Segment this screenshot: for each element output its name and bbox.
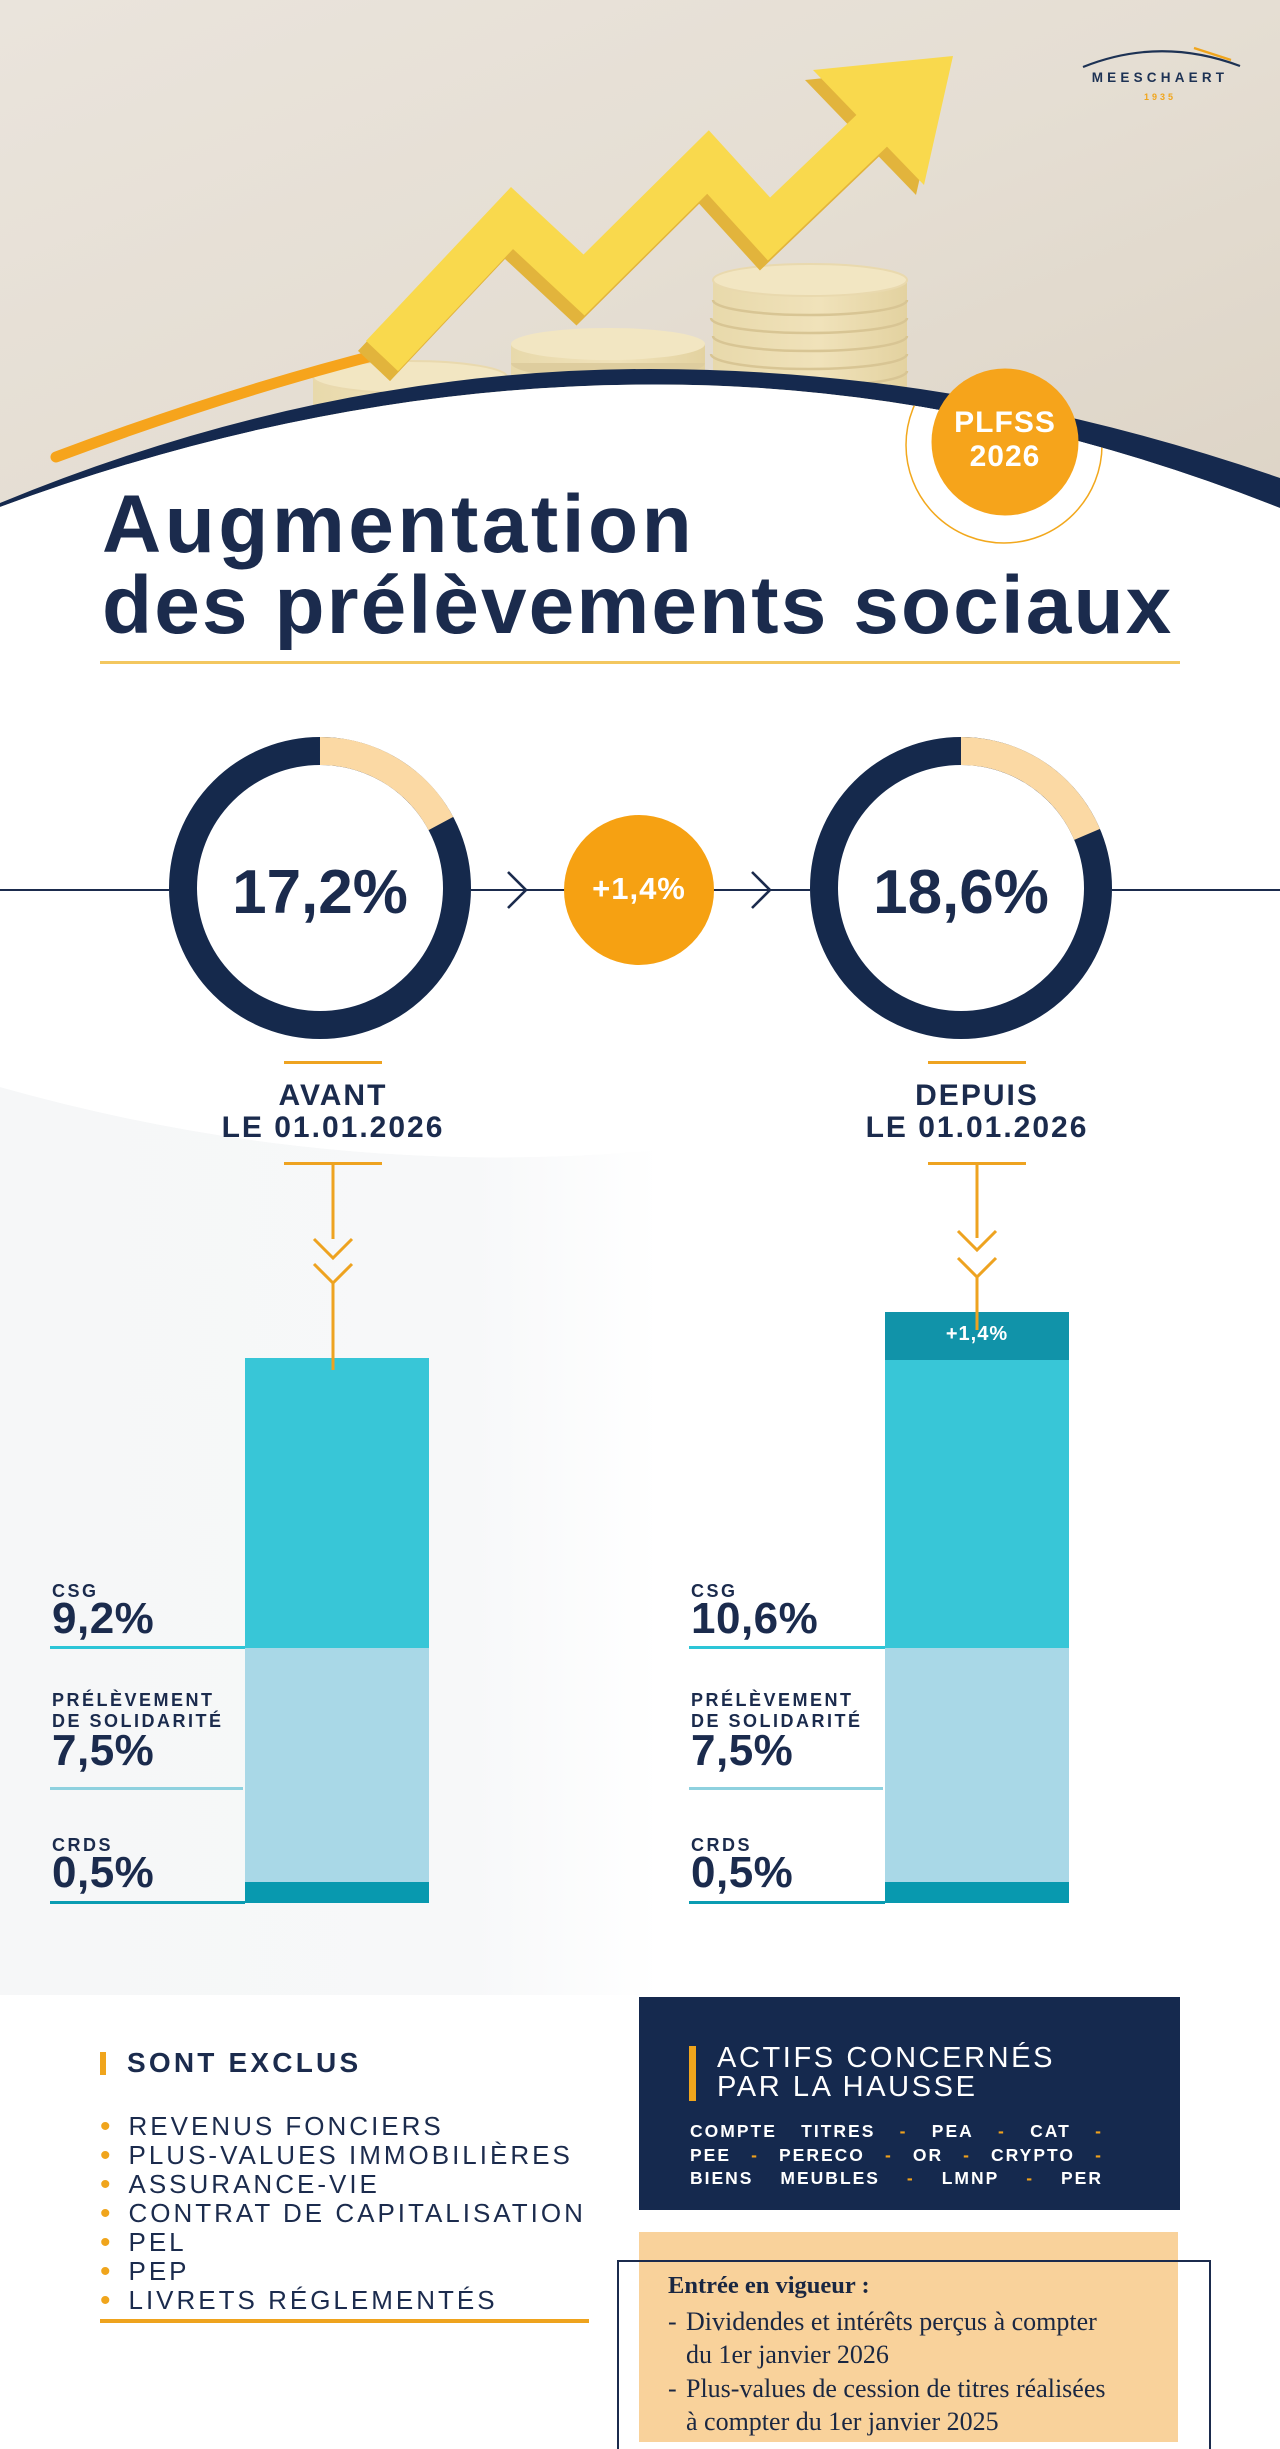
- svg-text:2026: 2026: [970, 440, 1041, 473]
- svg-text:MEESCHAERT: MEESCHAERT: [1092, 70, 1229, 85]
- svg-text:PLFSS: PLFSS: [954, 406, 1056, 439]
- svg-text:1935: 1935: [1144, 92, 1176, 102]
